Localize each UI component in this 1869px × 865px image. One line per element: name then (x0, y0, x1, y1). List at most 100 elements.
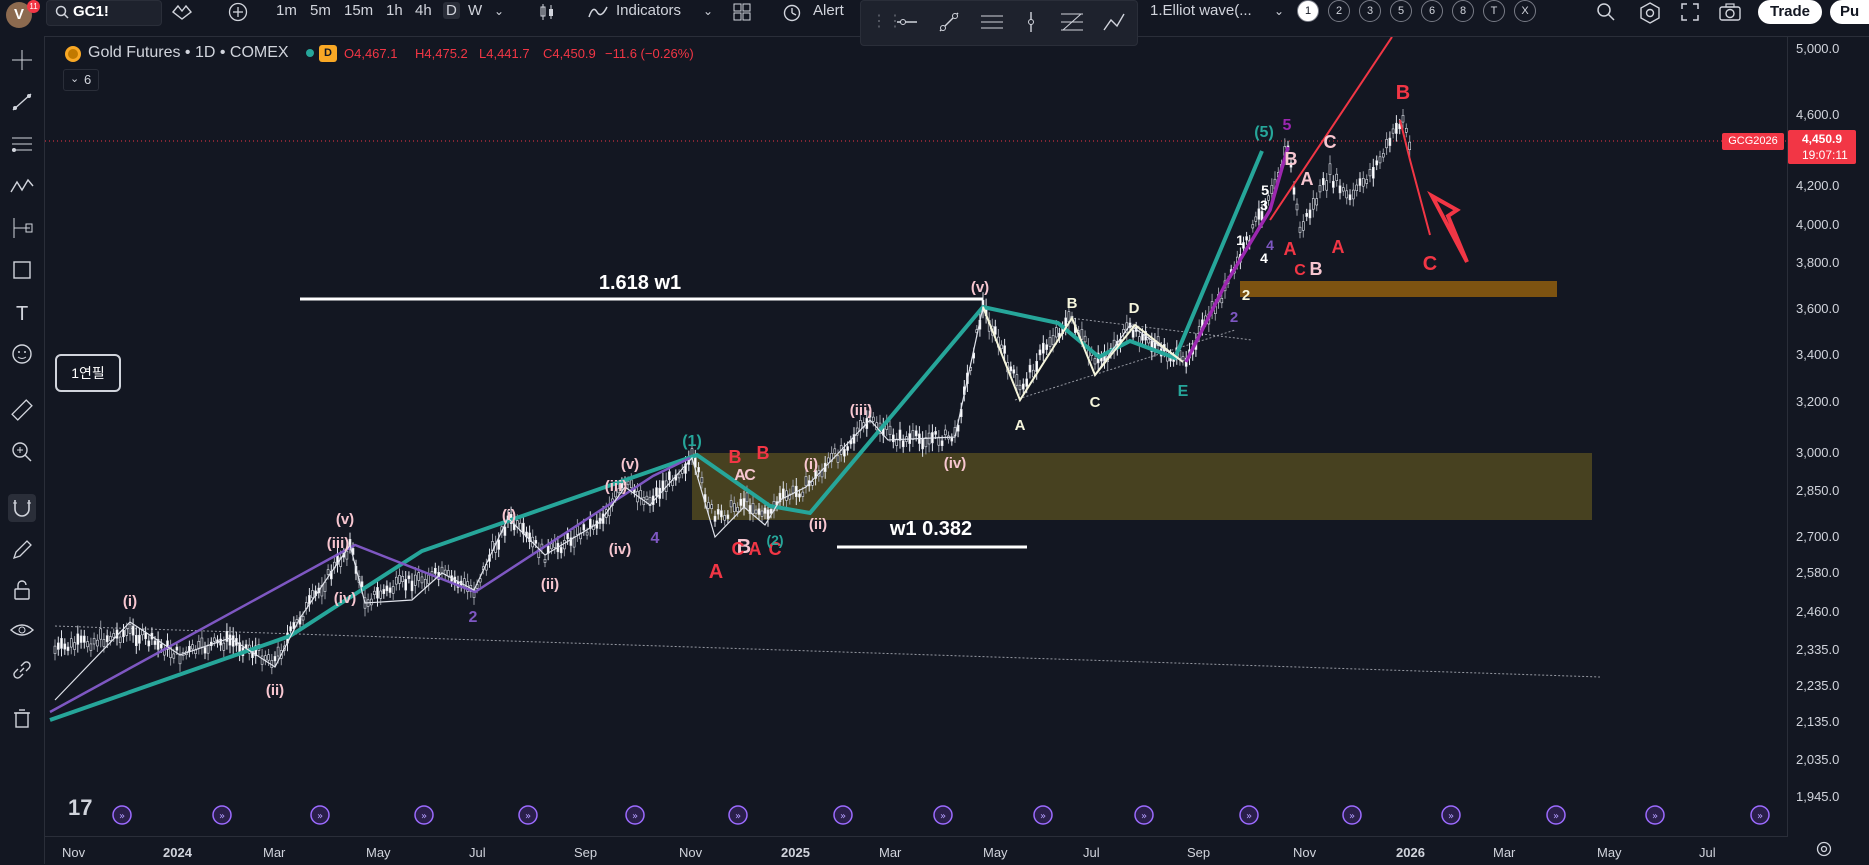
slot-2[interactable]: 2 (1328, 0, 1350, 22)
wave-label[interactable]: D (1129, 300, 1140, 317)
trade-button[interactable]: Trade (1758, 0, 1822, 24)
wave-label[interactable]: 3 (1260, 197, 1268, 213)
slot-8[interactable]: 8 (1452, 0, 1474, 22)
indicator-collapse-toggle[interactable]: ⌄ 6 (63, 69, 99, 91)
wave-label[interactable]: C (1324, 132, 1337, 152)
wave-label[interactable]: C (732, 539, 745, 559)
slot-3[interactable]: 3 (1359, 0, 1381, 22)
event-marker-icon[interactable] (112, 805, 132, 825)
compare-icon[interactable] (170, 3, 194, 21)
slot-1[interactable]: 1 (1297, 0, 1319, 22)
wave-label[interactable]: (2) (766, 532, 783, 548)
shape-tool-icon[interactable] (8, 256, 36, 284)
price-axis[interactable]: 5,000.0 4,600.0 4,200.0 4,000.0 3,800.0 3,600… (1787, 37, 1869, 837)
slot-5[interactable]: 5 (1390, 0, 1412, 22)
price-chart[interactable]: (i) (ii) (v) (iii) (iv) 2 (i) (ii) (iv) (iii) (v) 4… (45, 37, 1787, 836)
wave-label[interactable]: B (1310, 259, 1323, 279)
primary-wave-green[interactable] (49, 150, 1264, 722)
wave-label[interactable]: B (1285, 149, 1298, 169)
interval-1m[interactable]: 1m (276, 2, 297, 19)
time-axis[interactable]: Nov 2024 Mar May Jul Sep Nov 2025 Mar May Jul Sep No… (45, 836, 1787, 865)
indicators-icon[interactable] (587, 3, 609, 21)
wave-purple-3[interactable] (1184, 146, 1290, 363)
magnet-icon[interactable] (8, 494, 36, 522)
event-marker-icon[interactable] (1546, 805, 1566, 825)
wave-label[interactable]: (ii) (809, 516, 827, 533)
wave-label[interactable]: (iv) (609, 541, 632, 558)
slot-t[interactable]: T (1483, 0, 1505, 22)
note-callout[interactable]: 1연필 (55, 354, 121, 392)
event-marker-icon[interactable] (728, 805, 748, 825)
publish-button[interactable]: Pu (1830, 0, 1869, 24)
alarm-clock-icon[interactable] (782, 2, 802, 22)
lower-trend-line[interactable] (54, 625, 1601, 678)
wave-label[interactable]: (iii) (327, 535, 350, 552)
candles-icon[interactable] (538, 3, 556, 21)
fib-label[interactable]: 1.618 w1 (599, 272, 681, 294)
trash-icon[interactable] (8, 704, 36, 732)
event-marker-icon[interactable] (310, 805, 330, 825)
wave-label[interactable]: (5) (1254, 124, 1274, 141)
event-marker-icon[interactable] (1645, 805, 1665, 825)
template-selector[interactable]: 1.Elliot wave(... (1150, 2, 1252, 19)
forecast-tool-icon[interactable] (8, 214, 36, 242)
wave-label[interactable]: A (1015, 417, 1026, 434)
wave-label[interactable]: 4 (651, 530, 660, 547)
emoji-icon[interactable] (8, 340, 36, 368)
settings-gear-icon[interactable] (1815, 840, 1833, 858)
event-marker-icon[interactable] (212, 805, 232, 825)
zoom-in-icon[interactable] (8, 438, 36, 466)
support-zone[interactable] (692, 453, 1592, 520)
projection-path-red[interactable] (1399, 119, 1431, 236)
event-marker-icon[interactable] (414, 805, 434, 825)
chevron-down-icon[interactable]: ⌄ (1274, 4, 1285, 18)
event-marker-icon[interactable] (625, 805, 645, 825)
fullscreen-icon[interactable] (1680, 2, 1700, 22)
alert-button[interactable]: Alert (813, 2, 844, 19)
wave-label[interactable]: 2 (1242, 287, 1250, 304)
wave-label[interactable]: 5 (1261, 182, 1269, 198)
interval-15m[interactable]: 15m (344, 2, 374, 19)
wave-label[interactable]: A (1284, 239, 1297, 259)
wave-label[interactable]: 5 (1283, 117, 1292, 134)
wave-label[interactable]: 4 (1266, 237, 1274, 253)
slot-6[interactable]: 6 (1421, 0, 1443, 22)
trend-line-tool-icon[interactable] (8, 88, 36, 116)
target-zone[interactable] (1240, 281, 1557, 297)
interval-w[interactable]: W (468, 2, 483, 19)
fib-label[interactable]: w1 0.382 (889, 518, 972, 540)
eye-icon[interactable] (8, 616, 36, 644)
wave-label[interactable]: (i) (123, 593, 137, 610)
search-icon[interactable] (1596, 2, 1616, 22)
wave-label[interactable]: (ii) (541, 576, 559, 593)
wave-label[interactable]: A (1332, 237, 1345, 257)
horizontal-ray-icon[interactable] (895, 12, 919, 32)
fib-tool-icon[interactable] (8, 130, 36, 158)
triangle-lower-line[interactable] (1014, 329, 1236, 401)
wave-label[interactable]: B (1067, 295, 1078, 312)
intermediate-wave-purple[interactable] (49, 456, 691, 714)
wave-label[interactable]: A (1301, 169, 1314, 189)
projection-arrow[interactable] (1427, 190, 1469, 263)
wave-label[interactable]: (iii) (850, 402, 873, 419)
interval-4h[interactable]: 4h (415, 2, 432, 19)
interval-5m[interactable]: 5m (310, 2, 331, 19)
wave-label[interactable]: 1 (1236, 232, 1244, 248)
event-markers[interactable]: » » » » » » » » » » » » » » » » » (112, 805, 1770, 825)
wave-label[interactable]: C (1423, 253, 1437, 275)
chart-title[interactable]: Gold Futures • 1D • COMEX (88, 44, 289, 61)
indicators-button[interactable]: Indicators (616, 2, 682, 19)
layout-grid-icon[interactable] (733, 3, 751, 21)
wave-label[interactable]: (v) (971, 279, 989, 296)
add-symbol-icon[interactable] (228, 2, 248, 22)
event-marker-icon[interactable] (1750, 805, 1770, 825)
wave-label[interactable]: B (1396, 82, 1410, 104)
stay-in-drawing-icon[interactable] (8, 536, 36, 564)
triangle-upper-line[interactable] (1069, 317, 1253, 341)
wave-label[interactable]: 4 (1260, 250, 1268, 266)
wave-label[interactable]: (v) (621, 456, 639, 473)
crosshair-icon[interactable] (8, 46, 36, 74)
trend-line-icon[interactable] (937, 10, 961, 34)
wave-label[interactable]: B (737, 536, 751, 558)
wave-label[interactable]: (iii) (605, 478, 628, 495)
